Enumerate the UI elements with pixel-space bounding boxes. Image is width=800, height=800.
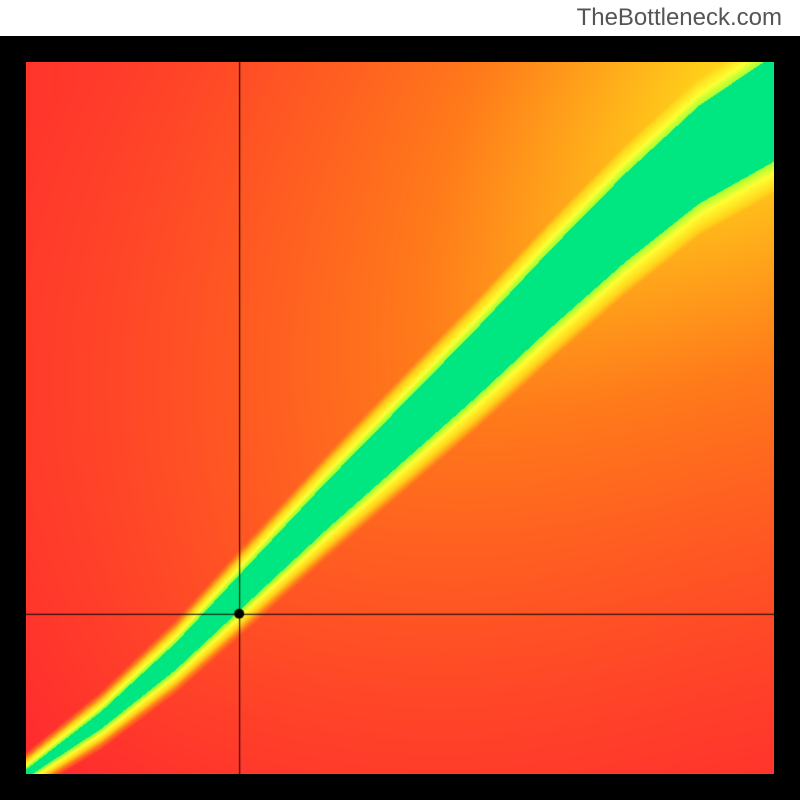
frame-left [0,36,26,800]
frame-bottom [0,774,800,800]
frame-top [0,36,800,62]
frame-right [774,36,800,800]
bottleneck-heatmap [26,62,774,774]
chart-container: TheBottleneck.com [0,0,800,800]
watermark-text: TheBottleneck.com [577,4,782,32]
